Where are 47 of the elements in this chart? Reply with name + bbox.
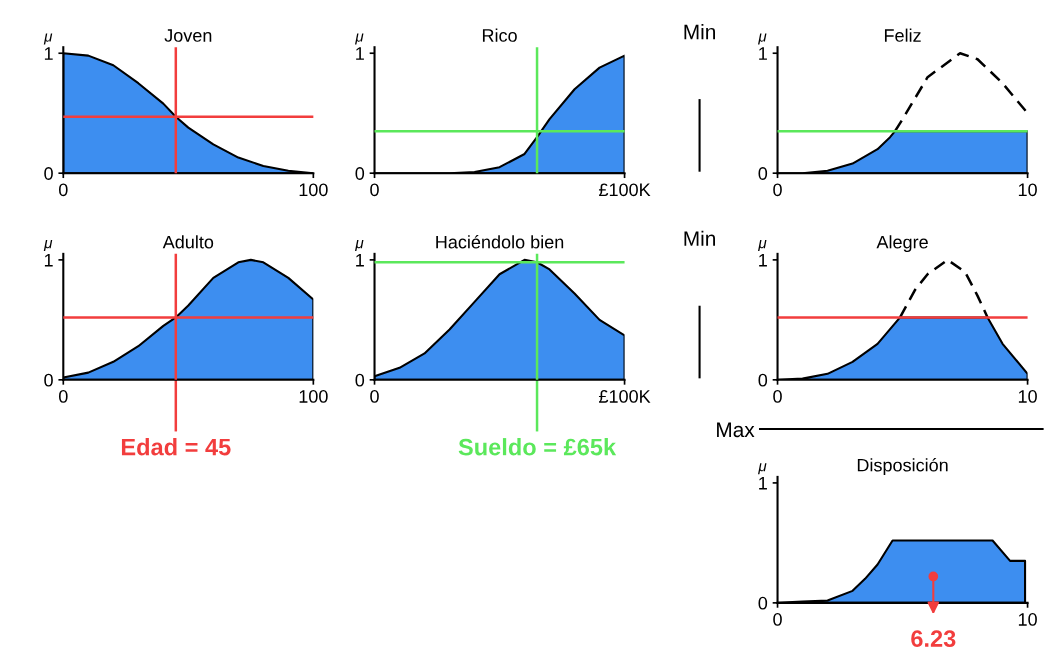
y-tick-label: 1 bbox=[356, 253, 364, 267]
x-tick-label: 0 bbox=[58, 183, 68, 197]
x-tick-label: 0 bbox=[370, 183, 379, 197]
x-tick-label: 10 bbox=[1018, 183, 1037, 197]
y-axis-title: μ bbox=[355, 240, 364, 252]
chart-title: Alegre bbox=[876, 235, 928, 253]
x-tick-label: 100 bbox=[299, 390, 328, 403]
y-tick-label: 1 bbox=[44, 47, 53, 60]
x-tick-label: 100 bbox=[299, 183, 328, 197]
x-tick-label: 0 bbox=[370, 390, 379, 403]
chart-title: Haciéndolo bien bbox=[436, 235, 564, 249]
text: Max bbox=[717, 422, 755, 438]
annotation: 6.23 bbox=[911, 630, 956, 648]
x-tick-label: 10 bbox=[1018, 613, 1037, 626]
text: Min bbox=[684, 230, 715, 246]
chart-title: Joven bbox=[164, 29, 212, 42]
y-axis-title: μ bbox=[43, 33, 53, 45]
x-tick-label: 10 bbox=[1018, 390, 1037, 403]
y-tick-label: 1 bbox=[759, 477, 767, 490]
y-tick-label: 1 bbox=[356, 47, 364, 60]
x-tick-label: 0 bbox=[773, 183, 782, 197]
y-tick-label: 1 bbox=[759, 47, 767, 60]
text: Min bbox=[684, 24, 715, 40]
y-tick-label: 0 bbox=[355, 167, 365, 180]
y-tick-label: 1 bbox=[44, 253, 53, 267]
x-tick-label: £100K bbox=[598, 183, 651, 197]
y-tick-label: 0 bbox=[355, 373, 365, 387]
chart-title: Adulto bbox=[162, 235, 214, 249]
x-tick-label: £100K bbox=[598, 390, 651, 403]
x-tick-label: 0 bbox=[773, 390, 782, 403]
y-axis-title: μ bbox=[43, 240, 53, 252]
y-axis-title: μ bbox=[758, 463, 767, 475]
y-tick-label: 0 bbox=[44, 373, 53, 387]
annotation: Edad = 45 bbox=[121, 438, 231, 456]
annotation: Sueldo = £65k bbox=[458, 438, 617, 456]
chart-title: Feliz bbox=[884, 28, 921, 42]
chart-title: Disposición bbox=[857, 458, 948, 476]
y-tick-label: 0 bbox=[758, 596, 768, 610]
y-tick-label: 1 bbox=[759, 253, 767, 267]
y-tick-label: 0 bbox=[758, 167, 768, 180]
y-axis-title: μ bbox=[758, 240, 767, 252]
y-axis-title: μ bbox=[758, 33, 767, 45]
y-tick-label: 0 bbox=[44, 167, 53, 180]
y-axis-title: μ bbox=[355, 33, 364, 45]
chart-title: Rico bbox=[482, 28, 517, 42]
y-tick-label: 0 bbox=[758, 373, 768, 387]
x-tick-label: 0 bbox=[58, 390, 68, 403]
